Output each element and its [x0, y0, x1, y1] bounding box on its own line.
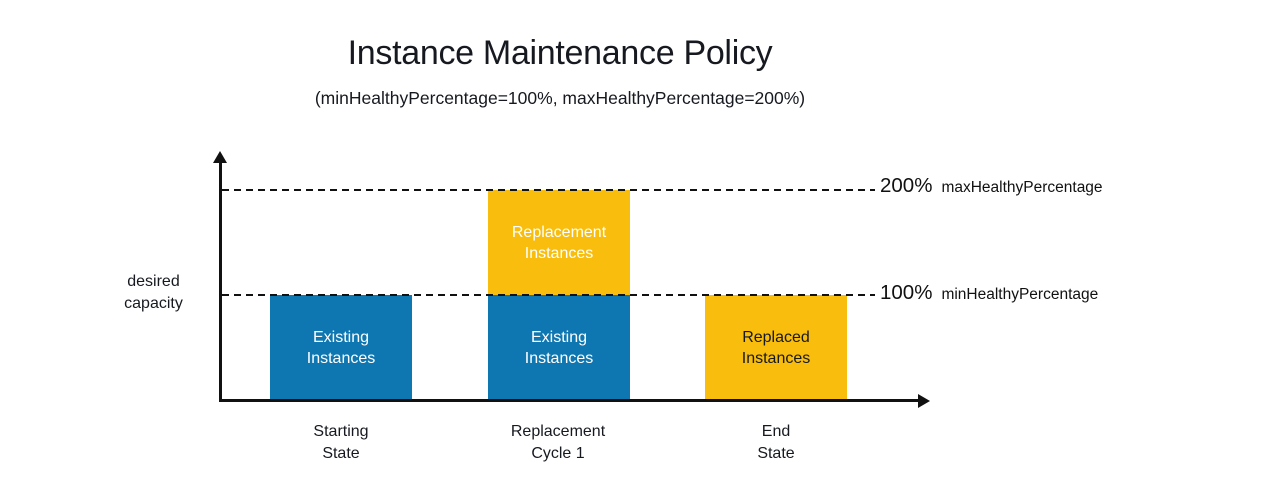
max-healthy-dashed-line — [222, 189, 875, 191]
x-label-starting-state: Starting State — [313, 423, 369, 462]
page-subtitle: (minHealthyPercentage=100%, maxHealthyPe… — [314, 88, 806, 108]
bar-cycle1-replacement-instances: Replacement Instances — [488, 190, 630, 295]
bar-label: Existing Instances — [524, 328, 594, 367]
max-healthy-percentage-name: maxHealthyPercentage — [941, 179, 1103, 196]
bar-label: Replacement Instances — [511, 223, 607, 262]
x-axis — [219, 399, 919, 402]
x-axis-arrow-icon — [918, 393, 930, 408]
max-healthy-label: 200% maxHealthyPercentage — [880, 174, 1103, 198]
bar-label: Replaced Instances — [741, 328, 811, 367]
x-label-replacement-cycle-1: Replacement Cycle 1 — [510, 423, 606, 462]
y-axis-arrow-icon — [213, 151, 227, 163]
page-title: Instance Maintenance Policy — [347, 34, 773, 72]
x-label-end-state: End State — [757, 423, 795, 462]
max-healthy-percentage-value: 200% — [880, 174, 933, 197]
bar-end-replaced-instances: Replaced Instances — [705, 295, 847, 400]
min-healthy-percentage-value: 100% — [880, 281, 933, 304]
y-axis-label: desired capacity — [124, 273, 183, 312]
bar-starting-existing-instances: Existing Instances — [270, 295, 412, 400]
bar-cycle1-existing-instances: Existing Instances — [488, 295, 630, 400]
min-healthy-dashed-line — [222, 294, 875, 296]
min-healthy-percentage-name: minHealthyPercentage — [941, 286, 1099, 303]
min-healthy-label: 100% minHealthyPercentage — [880, 281, 1098, 305]
y-axis — [219, 160, 222, 402]
bar-label: Existing Instances — [306, 328, 376, 367]
